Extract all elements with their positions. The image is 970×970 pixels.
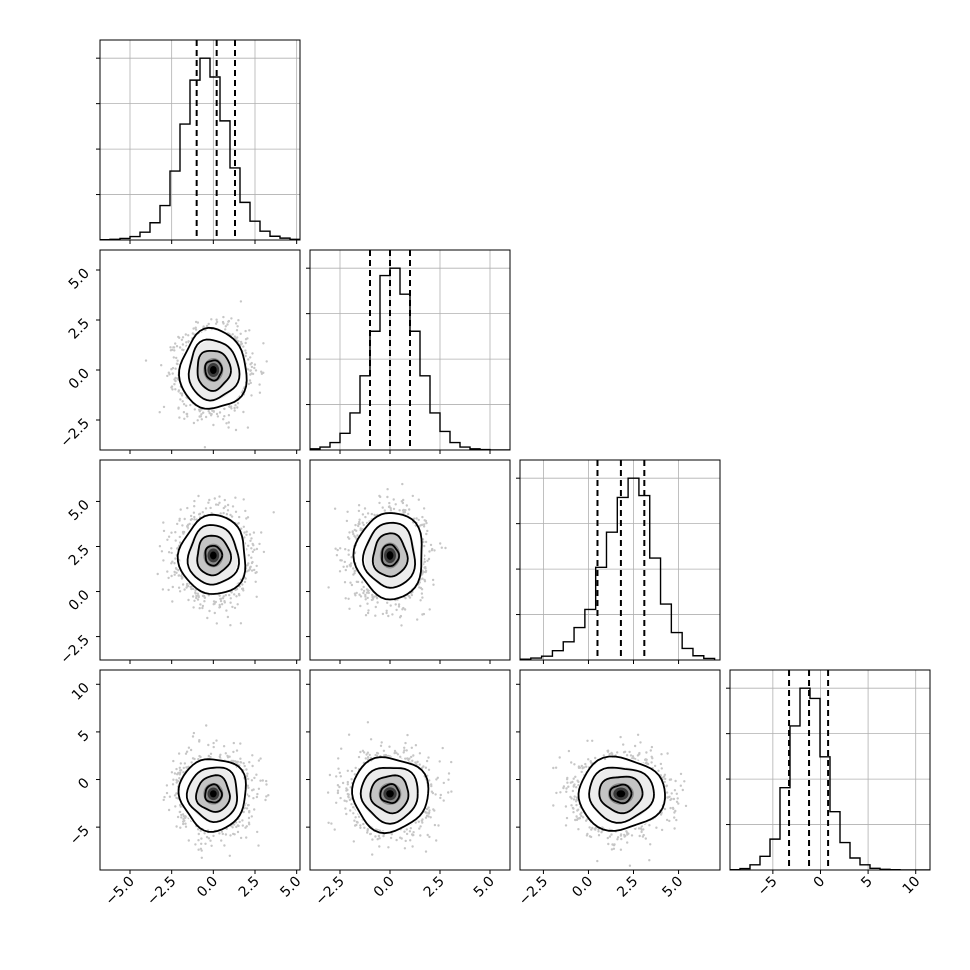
scatter-panel-3-0: [96, 669, 301, 874]
density-shade: [210, 551, 217, 560]
density-shade: [386, 790, 394, 798]
x-tick-label: −2.5: [516, 874, 551, 909]
contour-line-3: [352, 512, 423, 601]
y-tick-label: −2.5: [57, 416, 92, 451]
histogram-steps: [310, 267, 510, 450]
contour-line-3: [577, 755, 666, 832]
histogram-panel-0: [96, 39, 301, 244]
contour-line-2: [185, 766, 239, 824]
y-tick-label: −2.5: [57, 632, 92, 667]
y-tick-label: 0.0: [66, 366, 93, 393]
y-tick-label: 10: [69, 680, 93, 704]
y-tick-label: 5.0: [66, 266, 93, 293]
scatter-panel-2-0: [96, 459, 301, 664]
contour-line-0: [609, 783, 633, 805]
panel-frame: [99, 669, 301, 871]
contour-line-3: [176, 513, 247, 595]
y-tick-label: 5: [75, 727, 93, 745]
panel-frame: [519, 459, 721, 661]
contour-line-0: [204, 783, 223, 804]
y-tick-label: 5.0: [66, 497, 93, 524]
density-shade: [386, 551, 394, 560]
histogram-panel-2: [516, 459, 721, 664]
scatter-panel-2-1: [306, 459, 511, 664]
panel-frame: [99, 249, 301, 451]
x-tick-label: 5: [858, 874, 876, 892]
scatter-panel-3-2: [516, 669, 721, 874]
x-tick-label: −2.5: [144, 874, 179, 909]
contour-line-2: [186, 524, 240, 586]
density-shade: [616, 790, 626, 798]
contour-line-1: [371, 532, 409, 578]
contour-line-1: [196, 534, 233, 577]
panel-frame: [729, 669, 931, 871]
panel-frame: [99, 459, 301, 661]
contour-line-0: [381, 543, 400, 568]
histogram-steps: [100, 57, 300, 240]
contour-line-2: [588, 766, 655, 824]
panel-frame: [309, 249, 511, 451]
x-tick-label: 2.5: [236, 874, 263, 901]
y-tick-label: 0.0: [66, 587, 93, 614]
panel-frame: [309, 459, 511, 661]
y-tick-label: −5: [67, 823, 93, 849]
x-tick-label: −2.5: [312, 874, 347, 909]
contour-line-3: [178, 326, 248, 410]
contour-line-0: [379, 783, 401, 805]
scatter-panel-3-1: [306, 669, 511, 874]
scatter-panel-1-0: [96, 249, 301, 454]
density-shade: [210, 366, 217, 374]
contour-line-3: [177, 758, 247, 833]
histogram-panel-3: [726, 669, 931, 874]
x-tick-label: 0.0: [569, 874, 596, 901]
contour-line-0: [204, 359, 223, 382]
histogram-steps: [730, 687, 930, 870]
panel-frame: [309, 669, 511, 871]
x-tick-label: 0.0: [371, 874, 398, 901]
x-tick-label: 2.5: [614, 874, 641, 901]
y-tick-label: 0: [75, 775, 93, 793]
x-tick-label: 0: [811, 874, 829, 892]
contour-line-3: [351, 756, 430, 835]
x-tick-label: −5: [755, 874, 781, 900]
contour-line-1: [598, 775, 644, 815]
contour-line-2: [359, 766, 419, 825]
x-tick-label: 2.5: [421, 874, 448, 901]
density-shade: [210, 790, 217, 798]
contour-line-0: [204, 545, 224, 567]
x-tick-label: 5.0: [277, 874, 304, 901]
x-tick-label: −5.0: [102, 874, 137, 909]
contour-line-1: [196, 350, 232, 392]
histogram-steps: [520, 477, 716, 660]
contour-line-1: [195, 774, 231, 813]
y-tick-label: 2.5: [66, 542, 93, 569]
contour-line-1: [369, 774, 410, 815]
x-tick-label: 10: [900, 874, 924, 898]
y-tick-label: 2.5: [66, 316, 93, 343]
contour-line-2: [187, 338, 241, 402]
x-tick-label: 5.0: [471, 874, 498, 901]
histogram-panel-1: [306, 249, 511, 454]
x-tick-label: 5.0: [659, 874, 686, 901]
x-tick-label: 0.0: [194, 874, 221, 901]
panel-frame: [99, 39, 301, 241]
contour-line-2: [361, 521, 417, 589]
panel-frame: [519, 669, 721, 871]
